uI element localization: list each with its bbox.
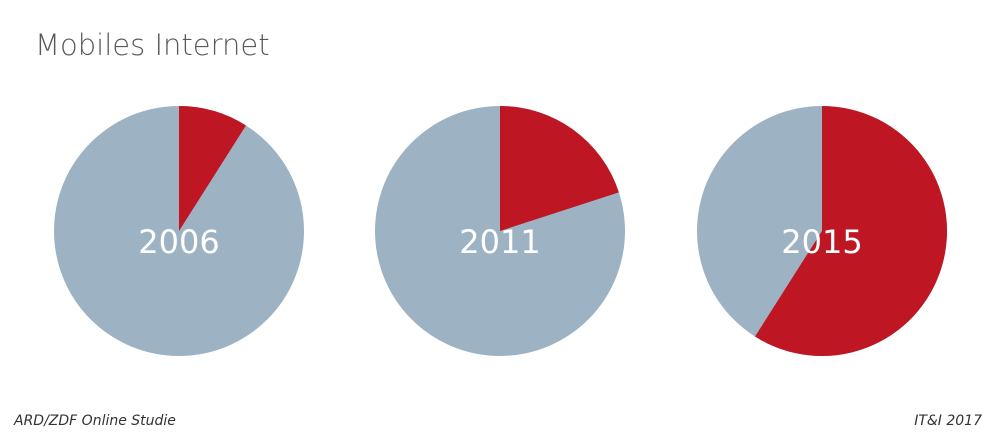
- chart-title: Mobiles Internet: [35, 28, 270, 62]
- pie-slice-highlight: [755, 106, 948, 356]
- pie-2006: 2006: [54, 106, 304, 356]
- source-note: ARD/ZDF Online Studie: [14, 413, 176, 429]
- pie-2011: 2011: [375, 106, 625, 356]
- pie-label: 2011: [459, 223, 540, 261]
- pie-slice-highlight: [179, 106, 246, 231]
- pie-slice-highlight: [500, 106, 619, 231]
- pie-label: 2006: [138, 223, 219, 261]
- pie-2015: 2015: [697, 106, 948, 356]
- pie-label: 2015: [781, 223, 862, 261]
- credit-note: IT&I 2017: [914, 413, 982, 429]
